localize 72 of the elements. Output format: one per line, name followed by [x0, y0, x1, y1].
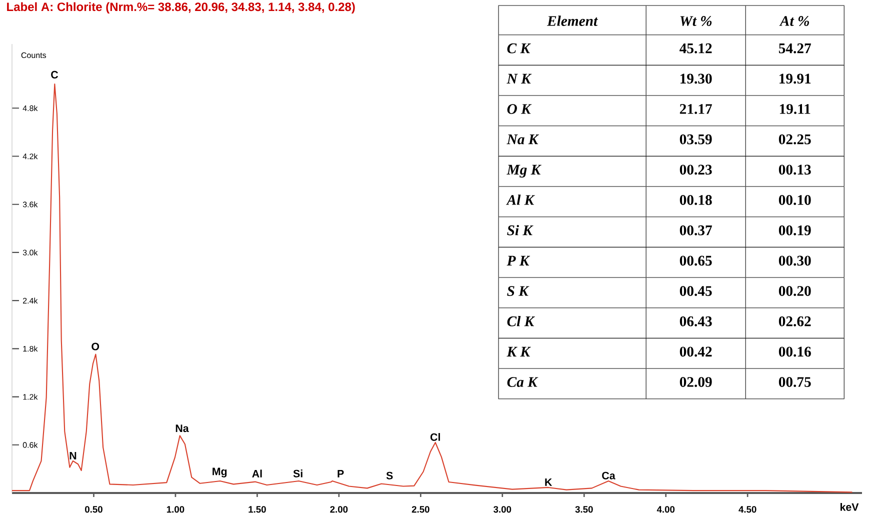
annotation: S K: [507, 286, 530, 296]
annotation: O K: [507, 104, 532, 114]
annotation: Na: [176, 424, 189, 432]
chart-title: Label A: Chlorite (Nrm.%= 38.86, 20.96, 34.83, 1.14, 3.84, 0.28): [7, 2, 355, 14]
annotation: 00.65: [680, 256, 712, 266]
annotation: Al: [252, 470, 262, 478]
annotation: C K: [507, 43, 531, 54]
annotation: 45.12: [680, 43, 712, 54]
y-tick-label: 2.4k: [23, 298, 38, 304]
x-tick-label: 2.00: [330, 506, 348, 513]
x-tick-label: 0.50: [85, 506, 102, 513]
annotation: O: [92, 342, 100, 350]
annotation: 19.11: [780, 104, 810, 114]
annotation: Mg K: [506, 164, 542, 178]
annotation: N K: [506, 74, 532, 84]
annotation: 00.23: [680, 164, 712, 175]
annotation: 19.30: [680, 74, 712, 84]
annotation: Si: [293, 470, 302, 478]
annotation: Na K: [506, 134, 539, 144]
y-tick-label: 0.6k: [22, 442, 38, 448]
annotation: S: [386, 472, 393, 480]
annotation: 00.75: [778, 377, 811, 388]
y-axis-title: Counts: [21, 52, 46, 58]
line-series: [11, 84, 853, 493]
annotation: 02.62: [778, 316, 811, 326]
annotation: 00.20: [778, 286, 811, 296]
annotation: 03.59: [680, 134, 712, 144]
annotation: Ca K: [507, 377, 538, 387]
annotation: Mg: [212, 468, 227, 478]
annotation: P K: [506, 256, 530, 266]
y-tick-label: 1.2k: [23, 394, 38, 400]
annotation: 00.18: [680, 195, 712, 206]
annotation: 54.27: [778, 43, 811, 54]
x-tick-label: 1.50: [248, 506, 266, 513]
x-tick-label: 4.00: [656, 506, 675, 513]
category-label: At %: [779, 16, 809, 26]
category-label: Element: [546, 16, 598, 26]
x-tick-label: 2.50: [412, 506, 430, 513]
category-label: Wt %: [680, 16, 712, 26]
annotation: 19.91: [780, 74, 811, 84]
annotation: 00.37: [680, 225, 712, 236]
annotation: 21.17: [680, 104, 712, 114]
y-tick-label: 1.8k: [23, 346, 38, 352]
annotation: 00.42: [680, 346, 712, 357]
x-tick-label: 1.00: [166, 506, 184, 513]
annotation: Cl K: [507, 316, 535, 326]
annotation: 00.10: [778, 195, 811, 206]
annotation: Al K: [506, 194, 535, 205]
annotation: 00.16: [778, 346, 811, 357]
annotation: 00.30: [778, 256, 811, 266]
annotation: 00.45: [680, 286, 712, 296]
annotation: 00.19: [778, 225, 811, 236]
annotation: P: [338, 470, 344, 478]
x-axis-title: keV: [840, 503, 859, 511]
annotation: 02.25: [778, 134, 811, 144]
annotation: Cl: [430, 433, 440, 441]
y-tick-label: 3.0k: [22, 250, 38, 256]
annotation: K: [545, 478, 552, 486]
y-tick-label: 3.6k: [22, 201, 38, 208]
y-tick-label: 4.2k: [22, 153, 38, 160]
annotation: 00.13: [778, 164, 811, 175]
annotation: 06.43: [680, 316, 712, 326]
y-tick-label: 4.8k: [22, 105, 38, 112]
annotation: K K: [506, 346, 531, 356]
x-tick-label: 3.00: [494, 506, 512, 513]
annotation: 02.09: [680, 377, 712, 388]
annotation: C: [51, 70, 58, 78]
annotation: Ca: [602, 472, 616, 480]
x-tick-label: 4.50: [738, 506, 756, 513]
annotation: N: [70, 452, 76, 460]
x-tick-label: 3.50: [575, 506, 593, 513]
annotation: Si K: [507, 224, 534, 236]
